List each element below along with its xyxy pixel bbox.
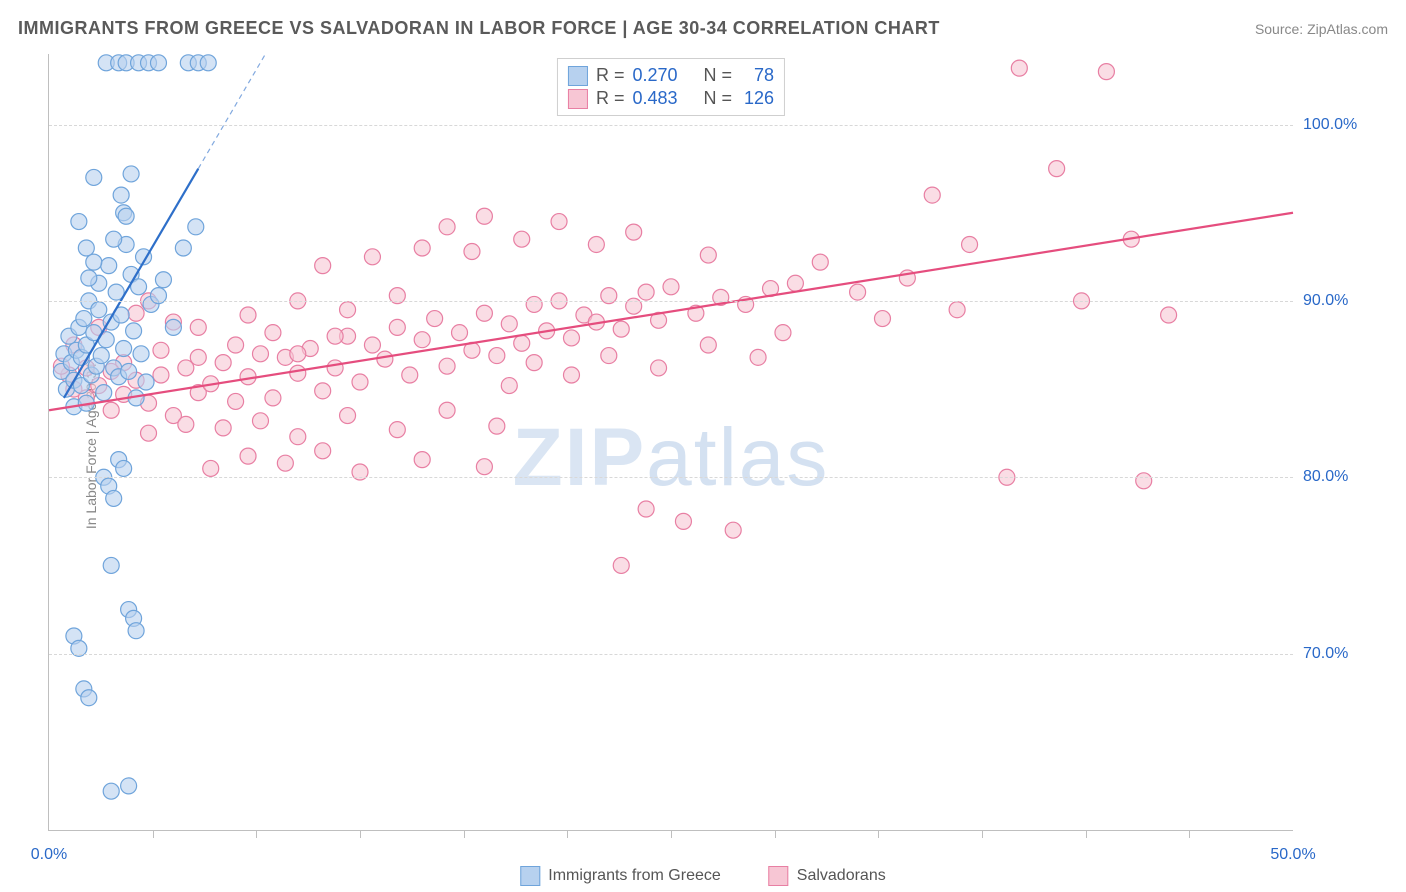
x-tick <box>464 830 465 838</box>
gridline-h <box>49 477 1293 478</box>
x-tick-label: 0.0% <box>31 846 67 864</box>
gridline-h <box>49 301 1293 302</box>
gridline-h <box>49 654 1293 655</box>
legend-label-0: Immigrants from Greece <box>548 867 720 885</box>
legend-item-1: Salvadorans <box>769 866 886 886</box>
x-tick <box>982 830 983 838</box>
source-prefix: Source: <box>1255 21 1307 37</box>
bottom-legend: Immigrants from Greece Salvadorans <box>520 866 885 886</box>
chart-svg <box>49 54 1293 830</box>
stats-swatch-0 <box>568 66 588 86</box>
plot-area: ZIPatlas R = 0.270 N = 78 R = 0.483 N = … <box>48 54 1293 831</box>
source-label: Source: ZipAtlas.com <box>1255 21 1388 37</box>
x-tick <box>671 830 672 838</box>
x-tick <box>1189 830 1190 838</box>
stats-row-0: R = 0.270 N = 78 <box>568 65 774 86</box>
stats-n-label-0: N = <box>704 65 733 86</box>
stats-n-label-1: N = <box>704 88 733 109</box>
y-tick-label: 80.0% <box>1303 468 1348 486</box>
chart-title: IMMIGRANTS FROM GREECE VS SALVADORAN IN … <box>18 18 940 39</box>
x-tick-label: 50.0% <box>1270 846 1315 864</box>
y-tick-label: 100.0% <box>1303 116 1357 134</box>
legend-item-0: Immigrants from Greece <box>520 866 720 886</box>
y-tick-label: 70.0% <box>1303 645 1348 663</box>
x-tick <box>360 830 361 838</box>
gridline-h <box>49 125 1293 126</box>
legend-swatch-1 <box>769 866 789 886</box>
stats-row-1: R = 0.483 N = 126 <box>568 88 774 109</box>
x-tick <box>256 830 257 838</box>
source-name: ZipAtlas.com <box>1307 21 1388 37</box>
x-tick <box>567 830 568 838</box>
stats-r-label-0: R = <box>596 65 625 86</box>
stats-n-val-1: 126 <box>740 88 774 109</box>
stats-r-label-1: R = <box>596 88 625 109</box>
stats-swatch-1 <box>568 89 588 109</box>
x-tick <box>775 830 776 838</box>
title-bar: IMMIGRANTS FROM GREECE VS SALVADORAN IN … <box>18 18 1388 39</box>
x-tick <box>878 830 879 838</box>
legend-swatch-0 <box>520 866 540 886</box>
x-tick <box>153 830 154 838</box>
stats-r-val-0: 0.270 <box>632 65 677 86</box>
legend-label-1: Salvadorans <box>797 867 886 885</box>
stats-n-val-0: 78 <box>740 65 774 86</box>
y-tick-label: 90.0% <box>1303 292 1348 310</box>
stats-box: R = 0.270 N = 78 R = 0.483 N = 126 <box>557 58 785 116</box>
stats-r-val-1: 0.483 <box>632 88 677 109</box>
x-tick <box>1086 830 1087 838</box>
